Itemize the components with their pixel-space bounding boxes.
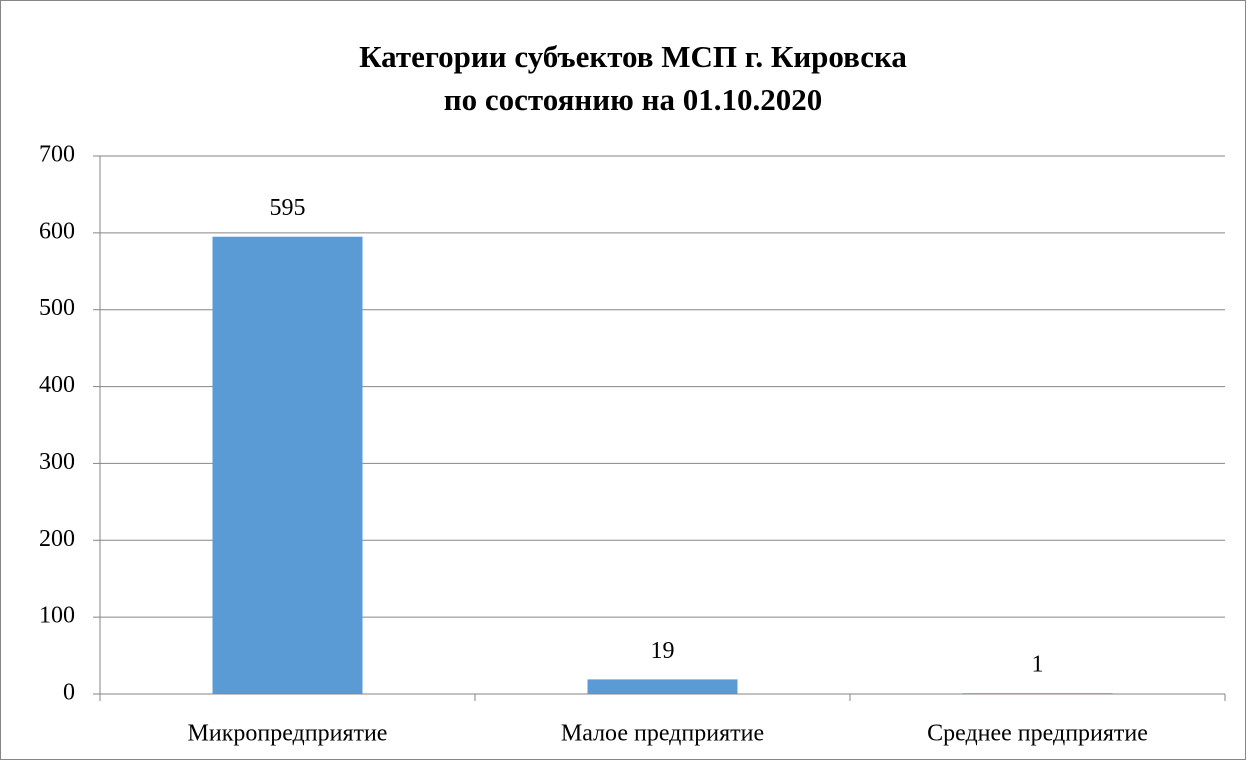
chart-title: по состоянию на 01.10.2020 [444,82,822,117]
chart-title: Категории субъектов МСП г. Кировска [359,39,907,74]
y-tick-label: 300 [39,449,75,475]
y-tick-label: 500 [39,295,75,321]
x-tick-label: Микропредприятие [188,721,388,747]
x-tick-label: Среднее предприятие [927,721,1148,747]
data-label: 1 [1032,652,1044,678]
y-tick-label: 600 [39,218,75,244]
bar [587,679,738,694]
y-tick-label: 700 [39,142,75,168]
y-tick-label: 100 [39,603,75,629]
y-tick-label: 0 [63,680,75,706]
data-label: 595 [270,195,306,221]
x-tick-label: Малое предприятие [561,721,764,747]
bar [212,236,363,694]
y-tick-label: 400 [39,372,75,398]
data-label: 19 [651,638,675,664]
y-tick-label: 200 [39,526,75,552]
